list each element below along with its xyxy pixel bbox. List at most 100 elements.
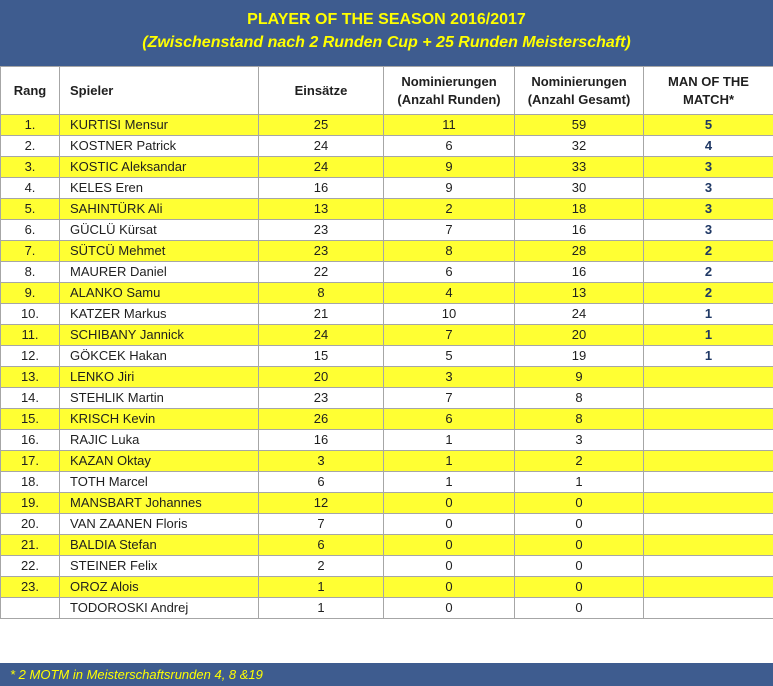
nominierungen-gesamt-cell: 24 (514, 303, 644, 325)
nominierungen-runden-cell: 0 (383, 576, 515, 598)
nominierungen-runden-cell: 6 (383, 135, 515, 157)
player-name-cell: KRISCH Kevin (59, 408, 259, 430)
nominierungen-runden-cell: 7 (383, 324, 515, 346)
einsaetze-cell: 13 (258, 198, 384, 220)
nominierungen-runden-cell: 3 (383, 366, 515, 388)
rang-cell: 1. (0, 114, 60, 136)
nominierungen-gesamt-cell: 59 (514, 114, 644, 136)
rang-cell: 4. (0, 177, 60, 199)
einsaetze-cell: 20 (258, 366, 384, 388)
rang-cell: 17. (0, 450, 60, 472)
table-row: 18. TOTH Marcel 6 1 1 (0, 471, 773, 493)
column-header-line: MATCH* (682, 91, 735, 107)
rang-cell: 20. (0, 513, 60, 535)
einsaetze-cell: 23 (258, 387, 384, 409)
nominierungen-runden-cell: 0 (383, 555, 515, 577)
nominierungen-gesamt-cell: 9 (514, 366, 644, 388)
rang-cell: 5. (0, 198, 60, 220)
nominierungen-gesamt-cell: 33 (514, 156, 644, 178)
table-row: 15. KRISCH Kevin 26 6 8 (0, 408, 773, 430)
nominierungen-runden-cell: 0 (383, 534, 515, 556)
nominierungen-runden-cell: 0 (383, 513, 515, 535)
table-row: 12. GÖKCEK Hakan 15 5 19 1 (0, 345, 773, 367)
player-name-cell: ALANKO Samu (59, 282, 259, 304)
player-name-cell: GÖKCEK Hakan (59, 345, 259, 367)
player-name-cell: OROZ Alois (59, 576, 259, 598)
rang-cell: 10. (0, 303, 60, 325)
table-row: 6. GÜCLÜ Kürsat 23 7 16 3 (0, 219, 773, 241)
standings-table: Rang Spieler Einsätze Nominierungen (Anz… (0, 66, 773, 619)
table-row: 9. ALANKO Samu 8 4 13 2 (0, 282, 773, 304)
einsaetze-cell: 8 (258, 282, 384, 304)
column-header-line: Nominierungen (401, 73, 497, 89)
nominierungen-gesamt-cell: 32 (514, 135, 644, 157)
column-header-nominierungen-runden: Nominierungen (Anzahl Runden) (383, 66, 515, 115)
nominierungen-gesamt-cell: 19 (514, 345, 644, 367)
motm-cell: 3 (643, 219, 773, 241)
table-row: 17. KAZAN Oktay 3 1 2 (0, 450, 773, 472)
motm-cell (643, 408, 773, 430)
nominierungen-gesamt-cell: 30 (514, 177, 644, 199)
motm-cell (643, 576, 773, 598)
rang-cell: 9. (0, 282, 60, 304)
motm-cell: 3 (643, 177, 773, 199)
page-subtitle: (Zwischenstand nach 2 Runden Cup + 25 Ru… (142, 34, 631, 51)
rang-cell: 16. (0, 429, 60, 451)
nominierungen-gesamt-cell: 18 (514, 198, 644, 220)
einsaetze-cell: 16 (258, 177, 384, 199)
einsaetze-cell: 23 (258, 240, 384, 262)
nominierungen-gesamt-cell: 0 (514, 513, 644, 535)
einsaetze-cell: 12 (258, 492, 384, 514)
nominierungen-gesamt-cell: 0 (514, 597, 644, 619)
einsaetze-cell: 24 (258, 156, 384, 178)
einsaetze-cell: 15 (258, 345, 384, 367)
rang-cell: 15. (0, 408, 60, 430)
motm-cell (643, 597, 773, 619)
player-name-cell: SCHIBANY Jannick (59, 324, 259, 346)
motm-cell (643, 450, 773, 472)
nominierungen-runden-cell: 2 (383, 198, 515, 220)
rang-cell: 2. (0, 135, 60, 157)
rang-cell: 8. (0, 261, 60, 283)
nominierungen-runden-cell: 11 (383, 114, 515, 136)
player-name-cell: RAJIC Luka (59, 429, 259, 451)
table-row: 10. KATZER Markus 21 10 24 1 (0, 303, 773, 325)
table-row: 3. KOSTIC Aleksandar 24 9 33 3 (0, 156, 773, 178)
nominierungen-gesamt-cell: 3 (514, 429, 644, 451)
einsaetze-cell: 26 (258, 408, 384, 430)
motm-cell: 1 (643, 303, 773, 325)
table-row: 23. OROZ Alois 1 0 0 (0, 576, 773, 598)
player-name-cell: SAHINTÜRK Ali (59, 198, 259, 220)
motm-cell: 4 (643, 135, 773, 157)
nominierungen-gesamt-cell: 8 (514, 387, 644, 409)
nominierungen-gesamt-cell: 8 (514, 408, 644, 430)
table-row: 4. KELES Eren 16 9 30 3 (0, 177, 773, 199)
player-name-cell: TOTH Marcel (59, 471, 259, 493)
motm-cell (643, 555, 773, 577)
nominierungen-runden-cell: 6 (383, 408, 515, 430)
motm-cell (643, 366, 773, 388)
rang-cell: 23. (0, 576, 60, 598)
nominierungen-runden-cell: 1 (383, 471, 515, 493)
motm-cell (643, 471, 773, 493)
nominierungen-runden-cell: 5 (383, 345, 515, 367)
column-header-nominierungen-gesamt: Nominierungen (Anzahl Gesamt) (514, 66, 644, 115)
nominierungen-gesamt-cell: 0 (514, 492, 644, 514)
nominierungen-runden-cell: 7 (383, 219, 515, 241)
player-name-cell: KOSTNER Patrick (59, 135, 259, 157)
einsaetze-cell: 23 (258, 219, 384, 241)
nominierungen-runden-cell: 9 (383, 156, 515, 178)
rang-cell (0, 597, 60, 619)
table-row: 19. MANSBART Johannes 12 0 0 (0, 492, 773, 514)
table-row: 2. KOSTNER Patrick 24 6 32 4 (0, 135, 773, 157)
rang-cell: 22. (0, 555, 60, 577)
column-header-line: (Anzahl Gesamt) (527, 91, 631, 107)
column-header-einsaetze: Einsätze (258, 66, 384, 115)
motm-cell: 3 (643, 198, 773, 220)
player-name-cell: KURTISI Mensur (59, 114, 259, 136)
nominierungen-gesamt-cell: 13 (514, 282, 644, 304)
motm-cell (643, 387, 773, 409)
nominierungen-gesamt-cell: 16 (514, 261, 644, 283)
rang-cell: 11. (0, 324, 60, 346)
rang-cell: 3. (0, 156, 60, 178)
